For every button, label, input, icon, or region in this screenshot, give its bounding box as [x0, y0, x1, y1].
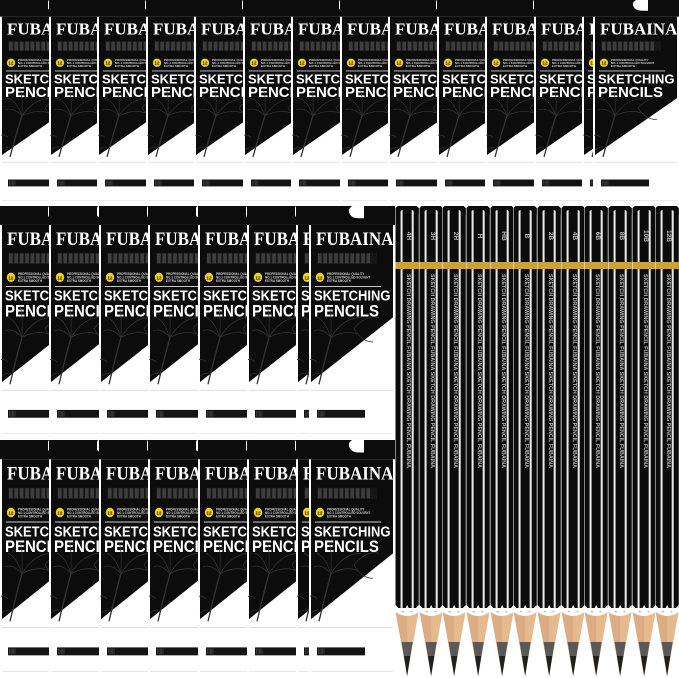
svg-text:10B: 10B: [642, 230, 649, 242]
svg-text:2B: 2B: [547, 232, 554, 241]
svg-text:4H: 4H: [405, 232, 412, 241]
svg-text:8B: 8B: [618, 232, 625, 241]
svg-text:B: B: [523, 234, 530, 239]
svg-text:HB: HB: [500, 231, 507, 241]
svg-text:4B: 4B: [571, 232, 578, 241]
svg-text:H: H: [476, 234, 483, 239]
svg-text:2H: 2H: [452, 232, 459, 241]
svg-text:3H: 3H: [429, 232, 436, 241]
svg-text:6B: 6B: [594, 232, 601, 241]
svg-text:12B: 12B: [665, 230, 672, 242]
